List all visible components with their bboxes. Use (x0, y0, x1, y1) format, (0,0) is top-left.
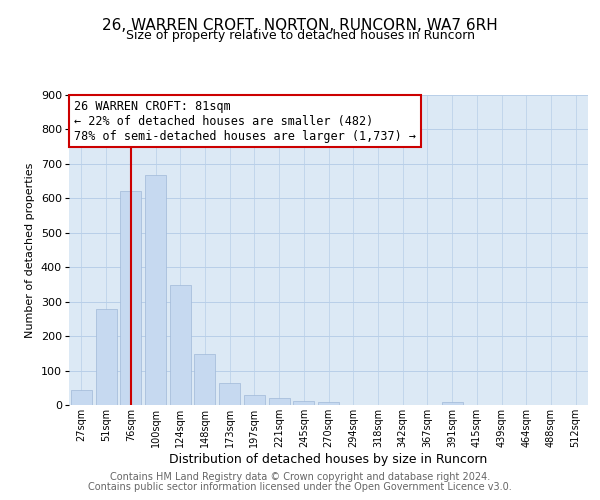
Text: 26, WARREN CROFT, NORTON, RUNCORN, WA7 6RH: 26, WARREN CROFT, NORTON, RUNCORN, WA7 6… (102, 18, 498, 32)
Text: Contains HM Land Registry data © Crown copyright and database right 2024.: Contains HM Land Registry data © Crown c… (110, 472, 490, 482)
Bar (244, 394, 265, 405)
Bar (318, 402, 339, 405)
Bar (219, 382, 240, 405)
Bar (145, 175, 166, 405)
X-axis label: Distribution of detached houses by size in Runcorn: Distribution of detached houses by size … (169, 452, 488, 466)
Text: Contains public sector information licensed under the Open Government Licence v3: Contains public sector information licen… (88, 482, 512, 492)
Y-axis label: Number of detached properties: Number of detached properties (25, 162, 35, 338)
Bar (170, 286, 191, 405)
Bar (95, 308, 116, 405)
Bar (194, 354, 215, 405)
Bar (120, 191, 141, 405)
Bar (293, 401, 314, 405)
Bar (442, 402, 463, 405)
Bar (269, 398, 290, 405)
Text: 26 WARREN CROFT: 81sqm
← 22% of detached houses are smaller (482)
78% of semi-de: 26 WARREN CROFT: 81sqm ← 22% of detached… (74, 100, 416, 142)
Bar (71, 390, 92, 405)
Text: Size of property relative to detached houses in Runcorn: Size of property relative to detached ho… (125, 29, 475, 42)
